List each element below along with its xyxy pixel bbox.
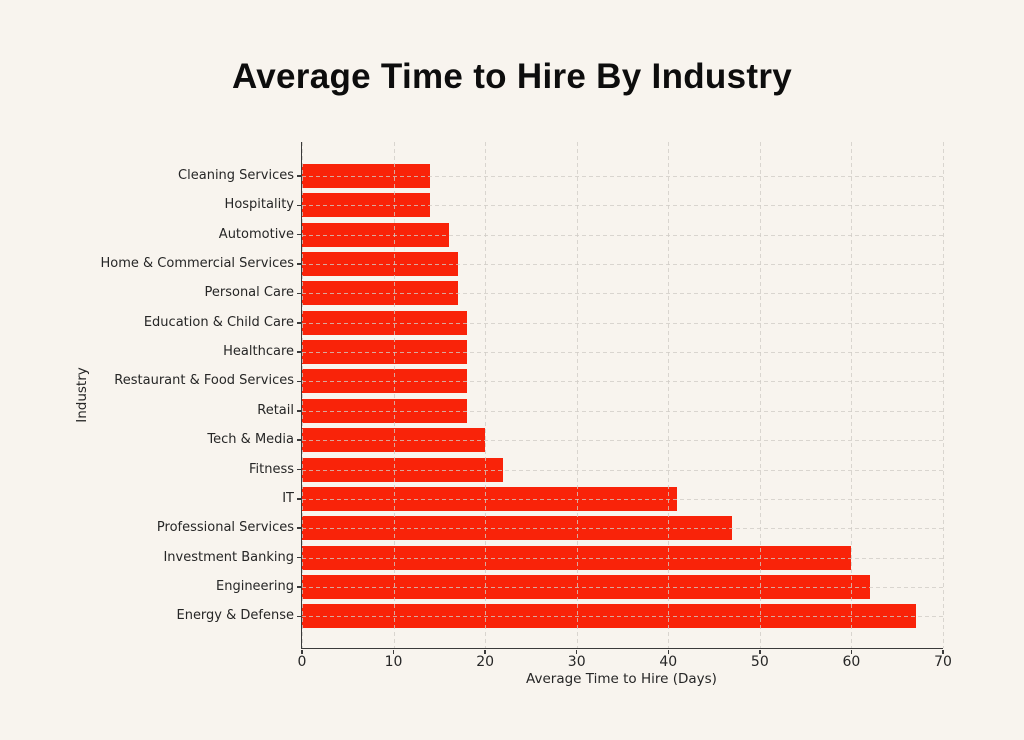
- y-gridline: [302, 528, 943, 530]
- y-category-label: Healthcare: [223, 344, 294, 360]
- x-gridline: [759, 142, 761, 648]
- x-gridline: [668, 142, 670, 648]
- y-gridline: [302, 410, 943, 412]
- y-gridline: [302, 205, 943, 207]
- x-tick-label: 0: [297, 654, 307, 670]
- y-category-label: Retail: [257, 402, 294, 418]
- y-category-label: Education & Child Care: [143, 314, 294, 330]
- x-tick-label: 50: [750, 654, 769, 670]
- y-tick-mark: [296, 263, 301, 265]
- y-category-label: IT: [282, 490, 294, 506]
- x-tick-mark: [484, 649, 486, 654]
- y-tick-mark: [296, 175, 301, 177]
- y-tick-mark: [296, 322, 301, 324]
- y-category-label: Tech & Media: [207, 432, 294, 448]
- y-gridline: [302, 557, 943, 559]
- x-tick-mark: [759, 649, 761, 654]
- y-category-label: Engineering: [216, 578, 294, 594]
- x-tick-label: 20: [476, 654, 495, 670]
- y-gridline: [302, 616, 943, 618]
- y-category-label: Professional Services: [156, 520, 294, 536]
- y-category-label: Energy & Defense: [176, 608, 294, 624]
- plot-area: 0 10 20 30 40 50 60 70 Cleaning Services Hospital…: [101, 142, 952, 670]
- x-gridline: [393, 142, 395, 648]
- x-tick-mark: [575, 649, 578, 654]
- y-gridline: [302, 586, 943, 588]
- x-tick-mark: [850, 649, 853, 654]
- x-tick-label: 40: [659, 654, 678, 670]
- y-gridline: [302, 264, 943, 266]
- y-gridline: [302, 352, 943, 354]
- x-tick-mark: [301, 649, 303, 654]
- y-gridline: [302, 234, 943, 236]
- x-tick-mark: [667, 649, 670, 654]
- y-category-label: Home & Commercial Services: [100, 256, 295, 272]
- y-tick-mark: [296, 351, 301, 353]
- y-tick-mark: [296, 556, 301, 559]
- y-gridline: [302, 176, 943, 177]
- y-tick-mark: [296, 498, 301, 500]
- x-tick-label: 60: [842, 654, 861, 670]
- y-category-label: Fitness: [248, 461, 294, 477]
- y-gridline: [302, 381, 943, 383]
- y-tick-mark: [296, 615, 301, 617]
- x-tick-mark: [392, 649, 395, 654]
- y-gridline: [302, 293, 943, 295]
- y-tick-mark: [296, 468, 301, 471]
- x-gridline: [576, 142, 578, 648]
- y-category-label: Automotive: [218, 226, 294, 242]
- y-category-label: Cleaning Services: [178, 168, 294, 183]
- x-axis-label: Average Time to Hire (Days): [526, 671, 717, 687]
- y-tick-mark: [296, 410, 301, 412]
- x-tick-label: 30: [567, 654, 586, 670]
- x-gridline: [302, 142, 303, 648]
- y-tick-mark: [296, 439, 301, 441]
- x-tick-mark: [942, 649, 944, 654]
- y-category-label: Hospitality: [224, 197, 294, 213]
- y-category-label: Personal Care: [204, 285, 295, 301]
- y-axis-label: Industry: [74, 367, 90, 423]
- x-tick-label: 10: [384, 654, 403, 670]
- y-gridline: [302, 498, 943, 500]
- y-gridline: [302, 469, 943, 471]
- y-tick-mark: [296, 292, 301, 295]
- y-tick-mark: [296, 586, 301, 588]
- y-tick-mark: [296, 380, 301, 383]
- y-tick-mark: [296, 204, 301, 207]
- x-tick-label: 70: [934, 654, 952, 670]
- y-category-label: Investment Banking: [163, 549, 294, 565]
- x-gridline: [485, 142, 487, 648]
- x-gridline: [851, 142, 853, 648]
- x-gridline: [943, 142, 944, 648]
- y-gridline: [302, 440, 943, 442]
- y-category-label: Restaurant & Food Services: [114, 373, 294, 389]
- chart-title: Average Time to Hire By Industry: [231, 57, 793, 96]
- y-gridline: [302, 322, 943, 324]
- y-tick-mark: [296, 233, 301, 236]
- y-tick-mark: [296, 527, 301, 529]
